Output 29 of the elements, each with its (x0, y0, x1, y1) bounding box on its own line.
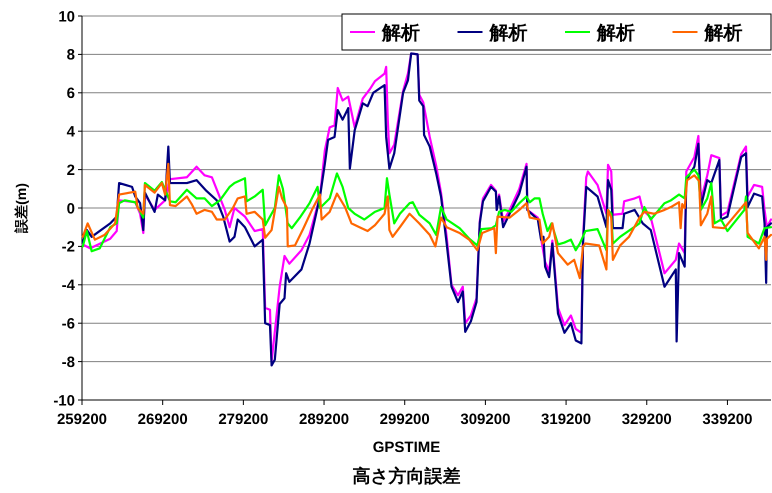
y-tick-label: -6 (62, 315, 75, 332)
x-tick-label: 259200 (56, 411, 108, 428)
y-tick-label: 8 (66, 46, 75, 64)
x-tick-label: 289200 (299, 411, 350, 428)
x-tick-label: 299200 (380, 411, 430, 428)
text: 高さ方向誤差 (352, 466, 460, 486)
y-tick-label: -2 (62, 238, 75, 256)
y-tick-label: -4 (62, 277, 76, 294)
y-tick-label: 0 (66, 200, 75, 218)
y-tick-label: 6 (66, 85, 75, 102)
x-tick-label: 339200 (702, 411, 752, 428)
y-tick-label: 10 (58, 8, 75, 26)
x-tick-label: 329200 (622, 411, 672, 428)
y-tick-label: 4 (66, 123, 76, 140)
x-tick-label: 309200 (460, 411, 510, 428)
legend-label: 解析 (381, 23, 420, 44)
line-series (82, 168, 772, 252)
y-axis-title: 誤差(m) (13, 183, 29, 234)
x-tick-label: 269200 (138, 411, 188, 428)
legend-label: 解析 (488, 23, 528, 44)
x-tick-label: 319200 (541, 411, 592, 428)
legend-label: 解析 (704, 23, 742, 44)
y-tick-label: 2 (66, 162, 75, 179)
line-series (82, 162, 772, 280)
y-tick-label: -10 (53, 392, 75, 410)
legend-label: 解析 (596, 23, 635, 44)
y-tick-label: -8 (62, 354, 75, 371)
x-axis-title: GPSTIME (372, 439, 440, 456)
x-tick-label: 279200 (218, 411, 268, 428)
